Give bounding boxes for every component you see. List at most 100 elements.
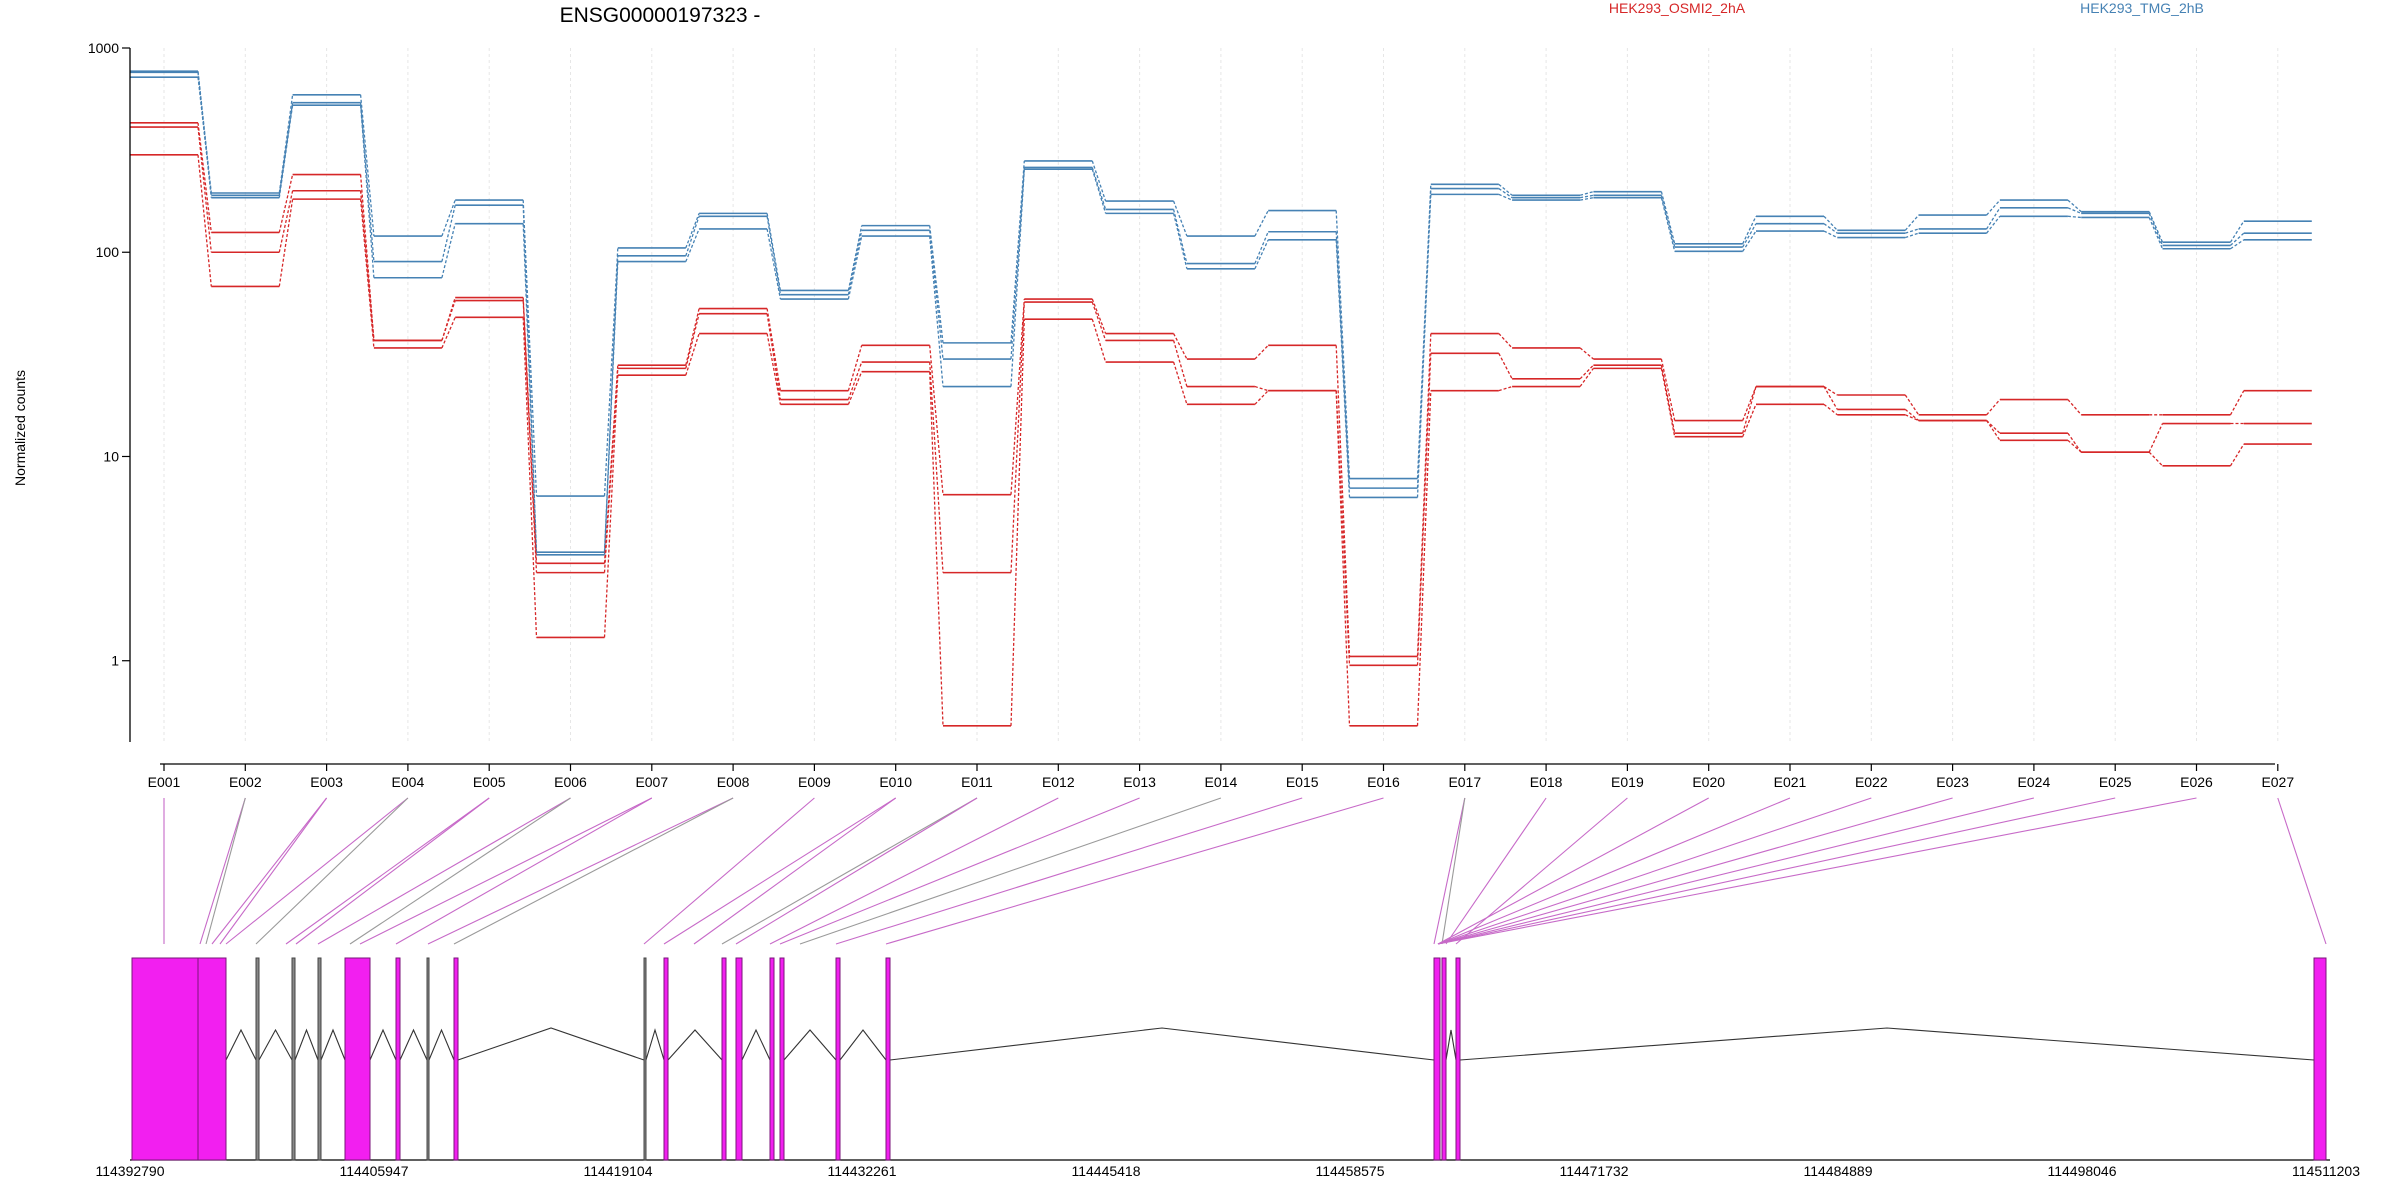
series-connector: [2148, 213, 2164, 246]
exon-connector: [285, 797, 490, 945]
series-connector: [1254, 239, 1269, 270]
exon-connector: [317, 797, 571, 945]
exon-connector: [225, 797, 409, 945]
x-tick-label: E020: [1692, 774, 1725, 790]
x-tick-label: E002: [229, 774, 262, 790]
series-connector: [1498, 188, 1513, 199]
series-connector: [1904, 408, 1920, 422]
series-connector: [1660, 191, 1676, 244]
series-connector: [2229, 390, 2245, 416]
exon-connector: [1437, 797, 2116, 945]
series-connector: [1335, 390, 1351, 726]
exon-connector: [1437, 797, 1709, 945]
series-connector: [441, 317, 456, 349]
exon-connector: [1437, 797, 2035, 945]
series-connector: [278, 94, 294, 194]
legend-label-tmg: HEK293_TMG_2hB: [2080, 0, 2204, 16]
exon-block: [663, 957, 669, 1161]
series-connector: [1498, 193, 1513, 201]
series-connector: [197, 154, 212, 287]
series-connector: [1823, 403, 1838, 416]
x-tick-label: E016: [1367, 774, 1400, 790]
junction-arc: [1459, 1027, 2315, 1061]
exon-connector: [735, 797, 978, 945]
junction-arc: [457, 1027, 645, 1061]
exon-block: [735, 957, 743, 1161]
series-connector: [1416, 390, 1432, 726]
junction-arc: [225, 1028, 257, 1061]
series-connector: [2067, 199, 2082, 213]
exon-connector: [1437, 797, 1953, 945]
x-axis: E001 E002 E003 E004 E005 E006 E007 E008 E009 E010…: [148, 763, 2294, 790]
junction-arc: [741, 1028, 771, 1061]
series-connector: [685, 213, 700, 249]
x-tick-label: E021: [1774, 774, 1807, 790]
exon-block: [1441, 957, 1447, 1161]
series-connector: [1986, 399, 2001, 416]
x-tick-label: E007: [635, 774, 668, 790]
series-connector: [1254, 385, 1269, 392]
series-connector: [685, 313, 700, 369]
series-connector: [1823, 215, 1838, 231]
series-connector: [1742, 386, 1757, 421]
coord-label: 114484889: [1803, 1163, 1872, 1179]
series-connector: [1742, 386, 1757, 434]
series-connector: [1010, 160, 1025, 343]
series-connector: [1579, 194, 1594, 199]
exon-block: [779, 957, 785, 1161]
junction-arc: [889, 1027, 1435, 1061]
exon-connector: [1437, 797, 2197, 945]
exon-connector: [799, 797, 1222, 945]
junction-arc: [667, 1029, 723, 1061]
junction-arc: [320, 1028, 346, 1061]
series-connector: [685, 216, 700, 257]
coord-label: 114419104: [583, 1163, 652, 1179]
series-connector: [766, 313, 782, 400]
exon-block: [395, 957, 401, 1161]
exon-connector: [427, 797, 734, 945]
x-tick-label: E023: [1936, 774, 1969, 790]
series-connector: [1254, 231, 1269, 264]
series-connector: [929, 371, 944, 726]
series-connector: [1579, 347, 1594, 360]
exon-connector: [885, 797, 1384, 945]
exon-block: [255, 957, 260, 1161]
series-connector: [278, 199, 294, 287]
x-tick-label: E017: [1448, 774, 1481, 790]
series-connector: [1742, 215, 1757, 245]
x-tick-label: E004: [392, 774, 425, 790]
exon-connector: [693, 797, 897, 945]
exon-block: [344, 957, 371, 1161]
x-tick-label: E008: [717, 774, 750, 790]
series-connector: [441, 300, 456, 341]
series-connector: [1091, 167, 1107, 210]
y-tick-label: 1000: [88, 40, 119, 56]
series-connector: [1091, 319, 1107, 363]
series-connector: [359, 102, 375, 262]
series-connector: [278, 190, 294, 253]
series-connector: [1091, 298, 1107, 334]
series-connector: [1579, 367, 1594, 387]
series-connector: [2067, 215, 2082, 219]
exon-connector: [219, 797, 328, 945]
series-connector: [847, 235, 863, 300]
exon-block: [131, 957, 199, 1161]
series-connector: [685, 228, 700, 262]
series-line: [130, 71, 2312, 556]
series-connector: [1335, 345, 1351, 657]
exon-connector: [835, 797, 1303, 945]
junction-arc: [783, 1029, 837, 1061]
series-line: [130, 153, 2312, 727]
exon-connector: [721, 797, 978, 945]
exon-connector: [349, 797, 571, 945]
exon-block: [1455, 957, 1461, 1161]
series-connector: [197, 72, 212, 198]
x-tick-label: E026: [2180, 774, 2213, 790]
x-tick-label: E011: [961, 774, 993, 790]
exon-connector: [643, 797, 815, 945]
series-connector: [1660, 195, 1676, 248]
exon-block: [769, 957, 775, 1161]
series-connector: [847, 230, 863, 295]
series-connector: [278, 105, 294, 198]
exon-connector: [453, 797, 734, 945]
